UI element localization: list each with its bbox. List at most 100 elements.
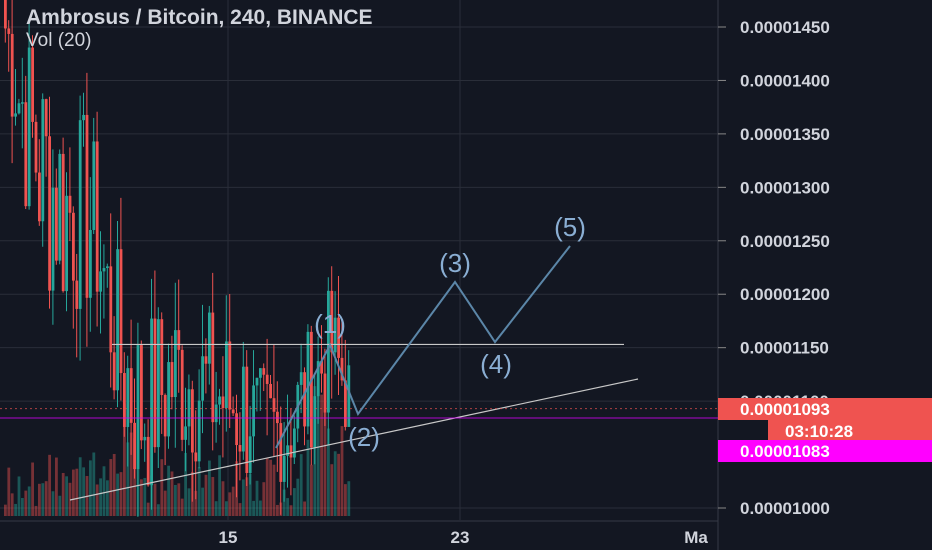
volume-bar	[184, 452, 187, 516]
candle	[320, 361, 323, 374]
volume-bar	[38, 483, 41, 516]
candle	[7, 28, 11, 34]
candle	[133, 422, 136, 470]
last-price-tag	[718, 398, 932, 420]
candle	[61, 153, 65, 292]
volume-bar	[10, 493, 14, 516]
candle	[330, 290, 334, 353]
candle	[44, 99, 48, 137]
candle	[279, 423, 283, 482]
wave-label: (1)	[314, 309, 346, 339]
candle	[228, 341, 232, 410]
candle	[41, 99, 45, 222]
candle	[272, 398, 276, 412]
candle	[337, 317, 340, 358]
support-trendline	[69, 378, 639, 501]
volume-bar	[75, 468, 79, 516]
volume-bar	[303, 501, 306, 516]
volume-bar	[344, 484, 347, 516]
countdown-tag	[768, 420, 932, 442]
volume-bar	[119, 472, 123, 516]
volume-bar	[102, 466, 106, 516]
candle	[269, 383, 272, 399]
volume-bar	[150, 475, 153, 516]
volume-bar	[340, 426, 344, 516]
volume-bar	[197, 467, 201, 516]
volume-bar	[44, 481, 48, 516]
candle	[174, 330, 177, 398]
volume-bar	[296, 478, 300, 516]
volume-bar	[48, 454, 51, 516]
candle	[259, 368, 262, 378]
volume-bar	[191, 471, 194, 516]
volume-bar	[201, 487, 204, 516]
volume-bar	[82, 467, 85, 516]
volume-bar	[170, 471, 174, 516]
volume-bar	[255, 480, 259, 516]
candle	[58, 153, 62, 261]
candle	[72, 212, 75, 281]
price-axis-label: 0.00001250	[740, 232, 830, 251]
candle	[262, 368, 266, 375]
volume-bar	[293, 488, 296, 516]
candle	[153, 318, 157, 448]
wave-labels: (1) (2) (3) (4) (5)	[314, 212, 586, 452]
volume-bar	[330, 464, 334, 516]
candle	[14, 113, 17, 117]
candle	[129, 368, 133, 423]
volume-bar	[14, 503, 17, 516]
volume-bar	[259, 500, 262, 516]
volume-bar	[31, 462, 34, 516]
candle	[265, 374, 269, 384]
candle	[160, 319, 164, 395]
volume-bar	[116, 473, 119, 516]
candle	[34, 121, 38, 173]
candle	[21, 102, 24, 104]
candle	[293, 428, 296, 458]
volume-bar	[157, 504, 160, 516]
price-axis-label: 0.00001000	[740, 499, 830, 518]
candle	[323, 373, 327, 413]
volume-bar	[136, 413, 140, 516]
candle	[214, 404, 218, 423]
wave-projection-path	[275, 245, 571, 449]
volume-bar	[235, 461, 238, 516]
volume-bar	[167, 465, 170, 516]
volume-bar	[34, 505, 38, 516]
candle	[85, 114, 89, 298]
candle	[163, 394, 167, 437]
price-axis-label: 0.00001400	[740, 71, 830, 90]
volume-bar	[41, 483, 45, 516]
candle	[157, 319, 160, 448]
candle	[242, 366, 245, 452]
volume-bar	[143, 477, 147, 516]
volume-bar	[174, 484, 177, 516]
candle	[310, 331, 313, 448]
candle	[299, 372, 303, 385]
candle	[170, 362, 174, 398]
volume-bar	[160, 459, 164, 516]
volume-bar	[109, 459, 113, 516]
candle	[340, 357, 344, 381]
candle	[95, 141, 99, 292]
volume-bar	[252, 500, 255, 516]
price-axis-label: 0.00001300	[740, 178, 830, 197]
volume-bar	[228, 492, 232, 516]
candle	[31, 47, 34, 122]
volume-legend: Vol (20)	[26, 30, 92, 51]
candle	[109, 266, 113, 353]
volume-bar	[180, 498, 184, 516]
candle	[4, 0, 7, 29]
candle	[255, 377, 259, 386]
volume-bar	[242, 479, 245, 516]
volume-bar	[163, 490, 167, 516]
candles	[4, 0, 351, 517]
candle	[150, 318, 153, 486]
candle	[102, 268, 106, 272]
volume-bar	[245, 477, 249, 516]
volume-bar	[279, 502, 283, 516]
candle	[316, 361, 320, 397]
candle	[194, 452, 198, 462]
